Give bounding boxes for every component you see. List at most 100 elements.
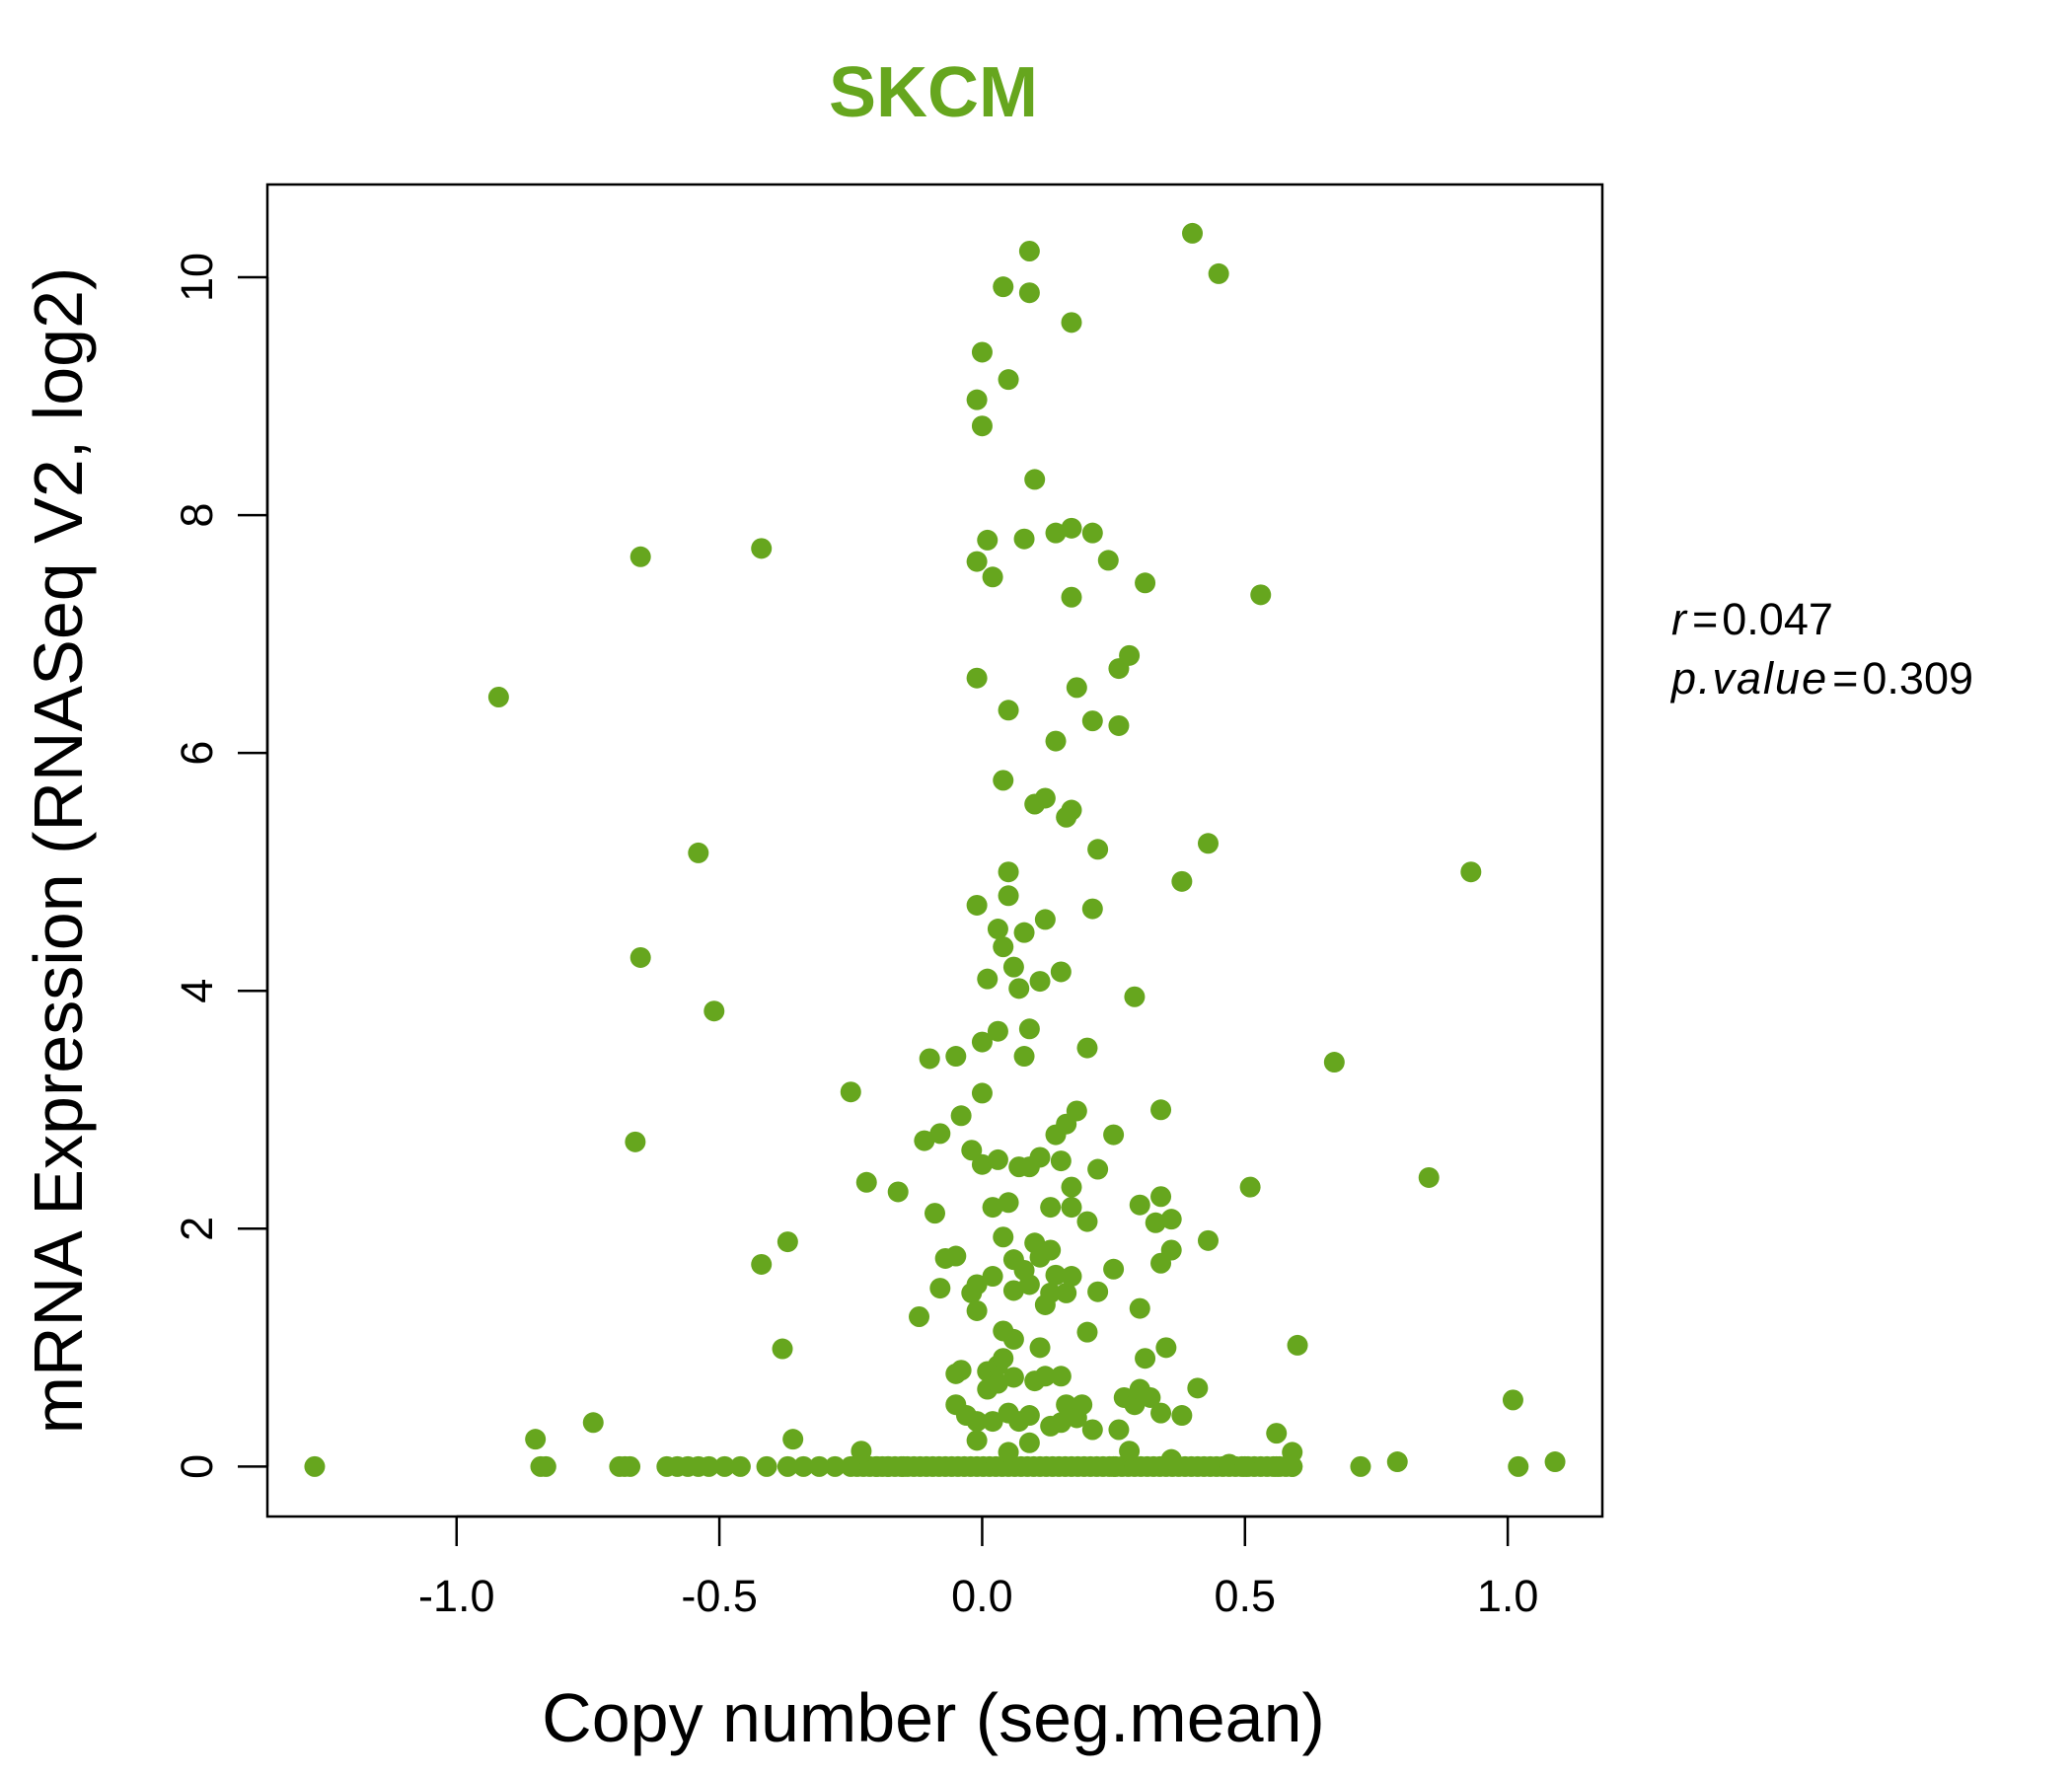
data-point [1061,517,1082,539]
y-axis-label: mRNA Expression (RNASeq V2, log2) [20,267,97,1435]
data-point [1061,799,1082,821]
data-point [950,1105,972,1127]
data-point [1160,1448,1182,1470]
data-point [1150,1099,1172,1121]
data-point [582,1412,604,1434]
data-point [1029,971,1051,993]
data-point [1266,1423,1288,1444]
data-point [1034,787,1056,809]
data-point [1013,1046,1035,1068]
data-point [982,1411,1003,1433]
data-point [1002,1328,1024,1350]
data-point [1018,282,1040,304]
correlation-stat: r=0.047 [1671,594,1833,645]
data-point [1250,584,1272,606]
data-point [929,1123,951,1145]
data-point [1160,1209,1182,1230]
data-point [1171,870,1193,892]
data-point [1087,1158,1109,1180]
data-point [1087,1281,1109,1302]
data-point [961,1140,983,1161]
data-point [966,894,988,916]
data-point [1119,1441,1141,1462]
data-point [1103,1258,1125,1280]
data-point [625,1131,646,1152]
data-point [966,1430,988,1451]
x-tick-label: 0.0 [951,1571,1013,1621]
data-point [1076,1037,1098,1059]
data-point [1018,1432,1040,1453]
data-point [772,1338,793,1360]
data-point [982,566,1003,588]
data-point [1502,1389,1523,1411]
data-point [1135,572,1156,594]
data-point [1076,1321,1098,1343]
data-point [1282,1442,1303,1463]
data-point [966,551,988,572]
data-point [1066,677,1087,699]
data-point [1018,1274,1040,1295]
data-point [1219,1453,1240,1475]
chart-title: SKCM [829,53,1038,132]
data-point [1061,1197,1082,1219]
data-point [1045,522,1067,544]
data-point [982,1197,1003,1219]
y-tick-label: 4 [172,979,222,1003]
data-point [1544,1451,1566,1473]
data-point [1040,1282,1062,1303]
r-equals: = [1692,594,1719,644]
data-point [1050,1412,1072,1434]
y-tick-label: 0 [172,1454,222,1479]
x-tick-label: -0.5 [681,1571,758,1621]
x-tick-label: 0.5 [1214,1571,1276,1621]
data-point [1187,1377,1209,1399]
data-point [998,885,1019,907]
data-point [998,1442,1019,1463]
data-point [1239,1176,1261,1198]
data-point [998,700,1019,721]
data-point [1002,956,1024,978]
data-point [1018,1018,1040,1040]
data-point [914,1130,935,1151]
data-point [703,1000,725,1022]
data-point [1050,1366,1072,1387]
plot-frame [265,183,1604,1518]
data-point [887,1181,909,1203]
data-point [925,1203,945,1224]
data-point [1034,909,1056,930]
data-point [1081,522,1103,544]
data-point [993,276,1014,298]
data-point [1171,1405,1193,1427]
data-point [1087,839,1109,860]
data-point [1056,1282,1077,1303]
p-value-stat: p.value=0.309 [1671,653,1973,704]
data-point [1097,550,1119,571]
p-equals: = [1832,653,1859,703]
p-label: p.value [1671,653,1829,703]
data-point [1155,1337,1177,1359]
data-point [1018,1405,1040,1427]
data-point [971,1082,993,1104]
data-point [751,538,773,559]
data-point [1076,1211,1098,1232]
data-point [1140,1386,1161,1408]
data-point [1072,1394,1093,1416]
data-point [945,1245,967,1267]
data-point [1066,1100,1087,1122]
data-point [1124,986,1146,1007]
x-tick-label: 1.0 [1477,1571,1539,1621]
data-point [851,1441,872,1462]
r-label: r [1671,594,1688,644]
data-point [487,687,509,708]
data-point [893,1455,915,1477]
data-point [1061,586,1082,608]
data-point [840,1081,861,1103]
x-axis: -1.0 -0.5 0.0 0.5 1.0 [418,1515,1539,1621]
data-point [525,1429,547,1450]
data-point [1129,1297,1150,1319]
data-point [971,415,993,437]
data-point [1081,898,1103,920]
data-point [966,1411,988,1433]
data-point [1081,1419,1103,1441]
data-point [1018,241,1040,261]
